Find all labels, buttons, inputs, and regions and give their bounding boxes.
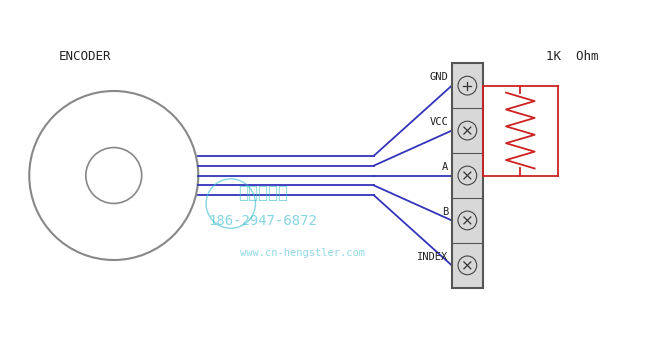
Text: INDEX: INDEX bbox=[417, 252, 448, 262]
Text: 186-2947-6872: 186-2947-6872 bbox=[209, 214, 318, 228]
Text: A: A bbox=[442, 162, 448, 172]
Text: ENCODER: ENCODER bbox=[58, 49, 111, 63]
Text: 1K  Ohm: 1K Ohm bbox=[546, 49, 598, 63]
Text: www.cn-hengstler.com: www.cn-hengstler.com bbox=[240, 248, 365, 258]
Bar bbox=[452, 63, 483, 288]
Text: GND: GND bbox=[430, 72, 448, 82]
Text: VCC: VCC bbox=[430, 117, 448, 127]
Text: 西安德伏拖: 西安德伏拖 bbox=[239, 184, 288, 202]
Text: B: B bbox=[442, 207, 448, 217]
